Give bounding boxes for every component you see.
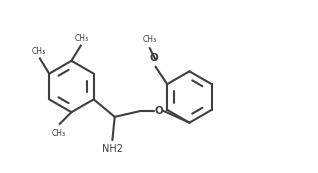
Text: CH₃: CH₃ [52, 129, 66, 138]
Text: O: O [150, 53, 159, 63]
Text: O: O [155, 106, 163, 116]
Text: CH₃: CH₃ [31, 47, 46, 56]
Text: CH₃: CH₃ [142, 35, 157, 44]
Text: CH₃: CH₃ [75, 34, 89, 43]
Text: NH2: NH2 [102, 144, 123, 154]
